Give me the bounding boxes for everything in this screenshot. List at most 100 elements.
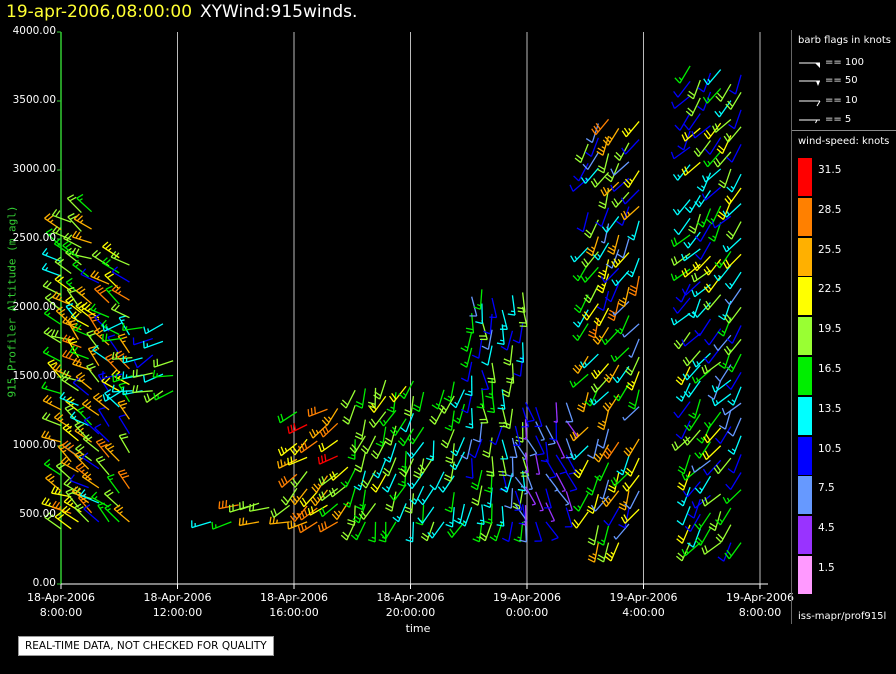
wind-barb [143,373,164,383]
wind-barb [69,345,89,360]
wind-barb [581,303,599,321]
legend-divider [792,130,896,131]
wind-barb [111,284,130,301]
wind-barb [595,207,610,227]
x-tick-label: 18-Apr-2006 16:00:00 [259,591,328,619]
wind-barb [673,401,691,419]
colorbar-label: 1.5 [818,562,835,574]
wind-barb [299,491,318,508]
wind-barb [570,247,589,263]
wind-barb [688,398,701,419]
wind-barb [681,248,701,262]
wind-barb [132,369,153,378]
wind-barb [717,542,732,562]
wind-barb [91,491,110,508]
wind-barb [572,355,589,374]
wind-barb [703,258,722,276]
wind-barb [627,220,640,241]
wind-barb [111,351,133,360]
wind-barb [701,168,722,183]
wind-barb [426,440,435,462]
wind-barb [573,493,589,512]
wind-barb [681,127,701,142]
wind-barb [565,402,574,423]
barb-5-icon [799,119,820,124]
wind-barb [118,414,130,435]
wind-barb [386,392,397,413]
wind-barb [569,177,589,192]
wind-barb [565,471,578,492]
wind-barb [218,500,239,510]
wind-barb [521,407,530,428]
wind-barb [703,69,722,86]
wind-barb [97,372,110,393]
wind-barb [684,513,701,533]
wind-barb [545,521,559,541]
wind-barb [623,438,640,457]
wind-barb [674,65,691,84]
wind-speed-title: wind-speed: knots [798,136,890,147]
wind-barb [729,74,742,95]
wind-barb [555,439,566,459]
wind-barb [101,333,123,342]
wind-barb [687,528,701,548]
wind-barb [569,373,589,388]
wind-barb [389,484,407,502]
wind-barb [445,507,455,528]
wind-barb [555,487,570,506]
wind-barb [465,408,474,429]
wind-barb [625,371,640,391]
wind-barb [143,390,164,403]
wind-barb [417,487,435,506]
wind-barb [683,380,701,398]
wind-barb [472,421,483,443]
wind-barb [211,521,232,530]
wind-barb [622,474,640,492]
wind-barb [587,525,599,546]
wind-barb [503,345,514,366]
wind-barb [726,325,742,344]
wind-barb [478,521,493,542]
wind-barb [676,524,691,544]
wind-barb [87,346,100,366]
wind-barb [83,504,100,523]
wind-barb [270,504,291,518]
wind-barb [675,366,691,386]
wind-barb [54,511,72,530]
wind-barb [319,422,339,438]
wind-barb [63,232,82,249]
wind-barb [601,216,620,233]
wind-barb [681,542,701,557]
wind-barb [81,301,100,319]
wind-barb [443,461,455,482]
wind-barb [117,333,130,354]
wind-barb [479,403,489,424]
wind-barb [80,268,100,284]
wind-barb [693,140,712,157]
wind-barb [545,425,556,446]
wind-barb [701,493,722,507]
wind-barb [444,492,455,513]
wind-barb [449,451,465,471]
wind-barb [677,471,691,491]
wind-barb [385,491,397,512]
wind-barb [670,252,691,266]
wind-barb [42,394,62,411]
wind-barb [696,172,712,192]
wind-barb [94,284,110,304]
wind-barb [111,384,133,393]
wind-barb [613,523,630,540]
wind-barb [290,438,308,456]
wind-barb [81,471,100,489]
wind-barb [404,493,415,514]
wind-barb [588,318,599,339]
wind-barb [369,395,387,413]
wind-barb [399,413,415,433]
wind-barb [384,425,397,446]
wind-barb [437,475,455,493]
wind-barb [469,296,478,317]
wind-barb [460,331,473,352]
wind-barb [684,194,701,214]
wind-barb [569,445,589,461]
wind-barb [620,205,640,221]
